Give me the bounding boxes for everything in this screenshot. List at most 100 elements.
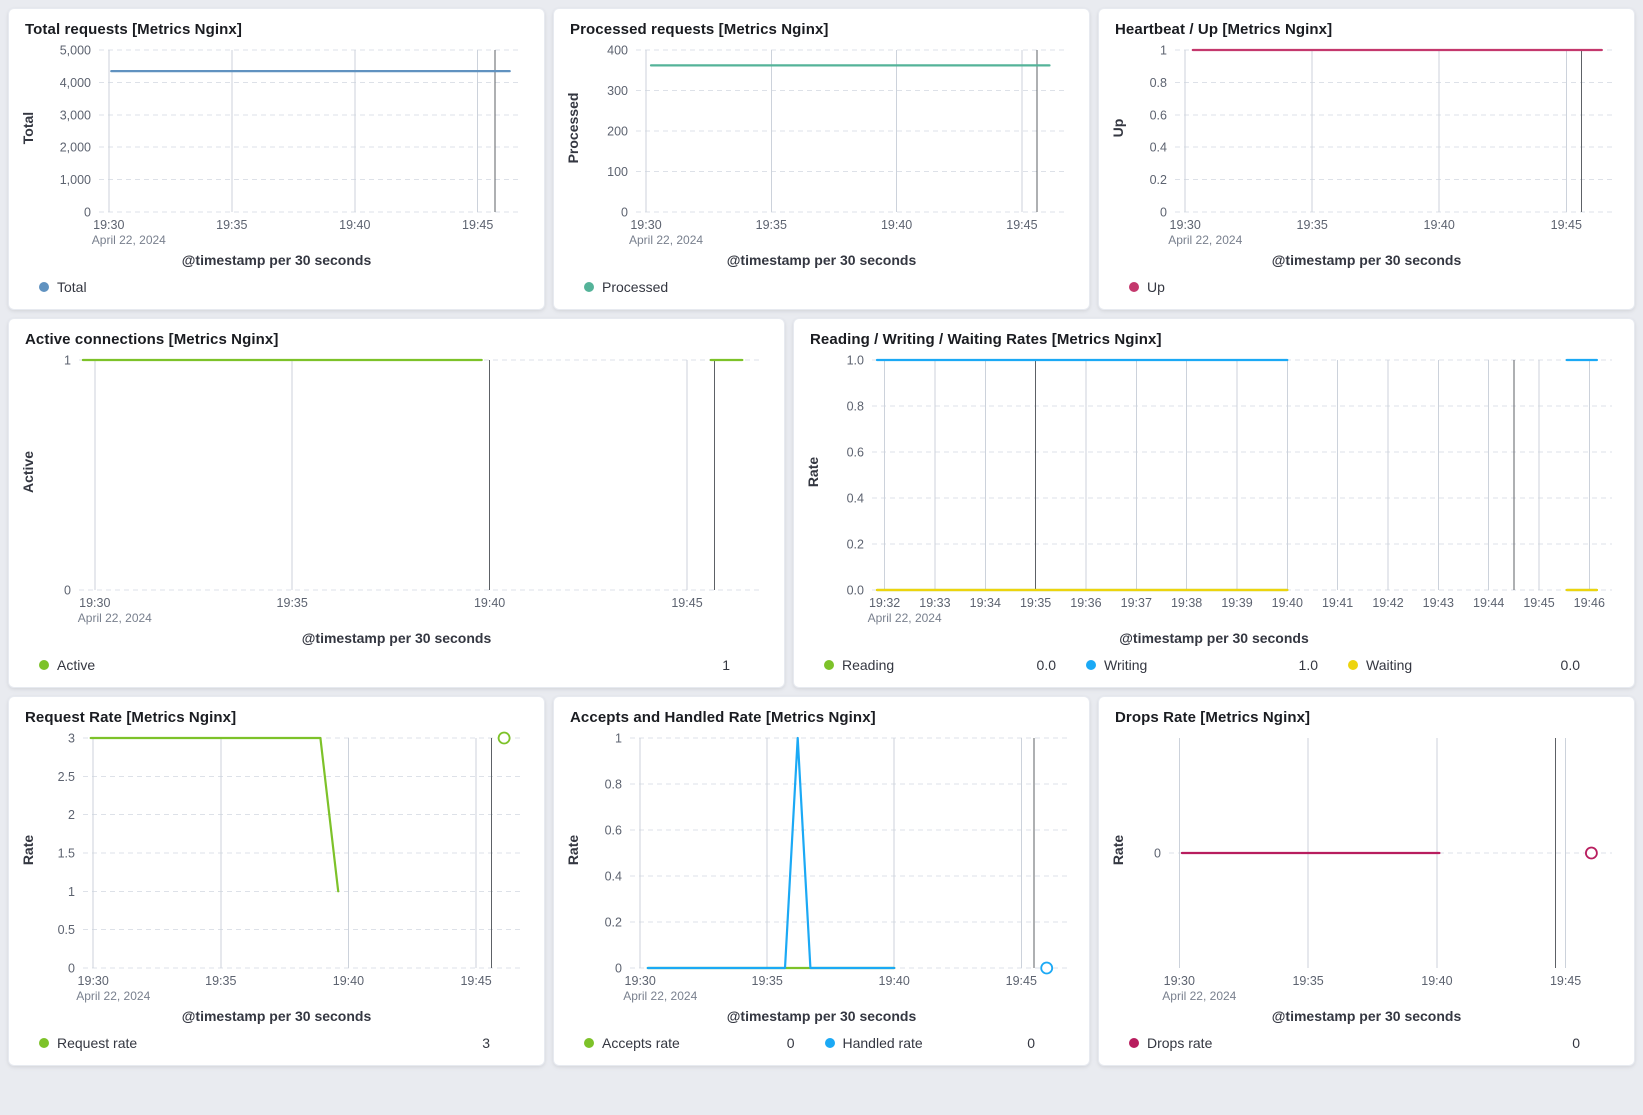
svg-text:0: 0	[615, 962, 622, 976]
svg-text:5,000: 5,000	[60, 44, 91, 58]
svg-text:19:30: 19:30	[78, 974, 109, 988]
svg-text:0.2: 0.2	[605, 916, 622, 930]
svg-text:0: 0	[68, 962, 75, 976]
svg-text:1: 1	[68, 885, 75, 899]
legend-item-writing[interactable]: Writing 1.0	[1086, 657, 1318, 673]
legend-label: Up	[1147, 279, 1165, 295]
legend: Request rate 3	[9, 1028, 544, 1065]
panel-processed-requests: Processed requests [Metrics Nginx] Proce…	[553, 8, 1090, 310]
panel-total-requests: Total requests [Metrics Nginx] Total 0 1,…	[8, 8, 545, 310]
svg-text:19:45: 19:45	[460, 974, 491, 988]
legend-dot	[824, 660, 834, 670]
x-axis-title: @timestamp per 30 seconds	[726, 252, 917, 268]
svg-text:19:32: 19:32	[869, 596, 900, 610]
legend-dot	[39, 1038, 49, 1048]
svg-text:1.0: 1.0	[847, 354, 864, 368]
svg-text:200: 200	[607, 125, 628, 139]
legend-item-handled-rate[interactable]: Handled rate 0	[824, 1035, 1035, 1051]
legend-dot	[39, 660, 49, 670]
svg-text:19:37: 19:37	[1121, 596, 1152, 610]
svg-text:April 22, 2024: April 22, 2024	[92, 233, 166, 247]
x-axis-title: @timestamp per 30 seconds	[1119, 630, 1309, 646]
panel-title: Reading / Writing / Waiting Rates [Metri…	[810, 331, 1162, 348]
legend-value: 0.0	[1560, 657, 1580, 673]
svg-text:19:40: 19:40	[333, 974, 364, 988]
legend-item-active[interactable]: Active 1	[39, 657, 730, 673]
legend-label: Processed	[602, 279, 669, 295]
legend-item-accepts-rate[interactable]: Accepts rate 0	[584, 1035, 795, 1051]
panel-title: Accepts and Handled Rate [Metrics Nginx]	[570, 709, 876, 726]
legend-item-request-rate[interactable]: Request rate 3	[39, 1035, 490, 1051]
legend-item-waiting[interactable]: Waiting 0.0	[1348, 657, 1580, 673]
svg-text:0.2: 0.2	[847, 538, 864, 552]
svg-text:19:34: 19:34	[970, 596, 1001, 610]
svg-text:19:35: 19:35	[756, 218, 787, 232]
legend: Total	[9, 272, 544, 309]
svg-text:0.4: 0.4	[1150, 141, 1167, 155]
svg-text:19:35: 19:35	[752, 974, 783, 988]
svg-text:0.8: 0.8	[605, 778, 622, 792]
svg-text:0.2: 0.2	[1150, 173, 1167, 187]
panel-reading-writing-waiting-rates: Reading / Writing / Waiting Rates [Metri…	[793, 318, 1635, 688]
legend-dot	[1348, 660, 1358, 670]
svg-text:19:39: 19:39	[1221, 596, 1252, 610]
legend-dot	[824, 1038, 835, 1048]
legend: Reading 0.0 Writing 1.0 Waiting 0.0	[794, 650, 1634, 687]
legend-item-reading[interactable]: Reading 0.0	[824, 657, 1056, 673]
legend-item-drops-rate[interactable]: Drops rate 0	[1129, 1035, 1580, 1051]
svg-text:0: 0	[1160, 206, 1167, 220]
x-axis-title: @timestamp per 30 seconds	[301, 630, 492, 646]
x-axis-title: @timestamp per 30 seconds	[1271, 252, 1462, 268]
x-axis-title: @timestamp per 30 seconds	[181, 1008, 372, 1024]
svg-text:19:40: 19:40	[1272, 596, 1303, 610]
legend-item-processed[interactable]: Processed	[584, 279, 668, 295]
dashboard-row-2: Active connections [Metrics Nginx] Activ…	[8, 318, 1635, 688]
svg-text:4,000: 4,000	[60, 76, 91, 90]
svg-text:0: 0	[64, 584, 71, 598]
panel-title: Processed requests [Metrics Nginx]	[570, 21, 829, 38]
svg-text:0.8: 0.8	[1150, 76, 1167, 90]
legend-label: Writing	[1104, 657, 1148, 673]
legend: Up	[1099, 272, 1634, 309]
legend-label: Handled rate	[842, 1035, 923, 1051]
svg-text:0.8: 0.8	[847, 400, 864, 414]
svg-text:19:35: 19:35	[205, 974, 236, 988]
svg-text:0.6: 0.6	[1150, 108, 1167, 122]
y-axis-title: Rate	[20, 834, 36, 866]
svg-text:1.5: 1.5	[58, 847, 75, 861]
legend-item-total[interactable]: Total	[39, 279, 87, 295]
y-axis-title: Up	[1110, 118, 1126, 138]
panel-accepts-handled-rate: Accepts and Handled Rate [Metrics Nginx]…	[553, 696, 1090, 1066]
svg-text:400: 400	[607, 44, 628, 58]
legend: Drops rate 0	[1099, 1028, 1634, 1065]
svg-text:1: 1	[1160, 44, 1167, 58]
svg-text:19:41: 19:41	[1322, 596, 1353, 610]
svg-text:19:36: 19:36	[1070, 596, 1101, 610]
svg-text:0.6: 0.6	[847, 446, 864, 460]
legend-dot	[1129, 1038, 1139, 1048]
svg-text:2.5: 2.5	[58, 770, 75, 784]
chart-area: Rate 0 0.2 0.4 0.6 0.8 1 19:30 April 22, 2024 19…	[554, 728, 1089, 1008]
svg-text:0.0: 0.0	[847, 584, 864, 598]
panel-active-connections: Active connections [Metrics Nginx] Activ…	[8, 318, 785, 688]
chart-area: Total 0 1,000 2,000 3,000 4,000 5,000 19:30 Apr…	[9, 40, 544, 252]
svg-text:19:40: 19:40	[1424, 218, 1455, 232]
panel-heartbeat-up: Heartbeat / Up [Metrics Nginx] Up 0 0.2 0.…	[1098, 8, 1635, 310]
panel-title: Active connections [Metrics Nginx]	[25, 331, 279, 348]
y-axis-title: Rate	[1110, 834, 1126, 866]
legend-item-up[interactable]: Up	[1129, 279, 1165, 295]
legend-dot	[1086, 660, 1096, 670]
chart-area: Up 0 0.2 0.4 0.6 0.8 1 19:30 April 22, 2024 19:3…	[1099, 40, 1634, 252]
svg-text:2,000: 2,000	[60, 141, 91, 155]
panel-title: Drops Rate [Metrics Nginx]	[1115, 709, 1311, 726]
svg-text:0.4: 0.4	[605, 870, 622, 884]
svg-text:19:45: 19:45	[1006, 218, 1037, 232]
